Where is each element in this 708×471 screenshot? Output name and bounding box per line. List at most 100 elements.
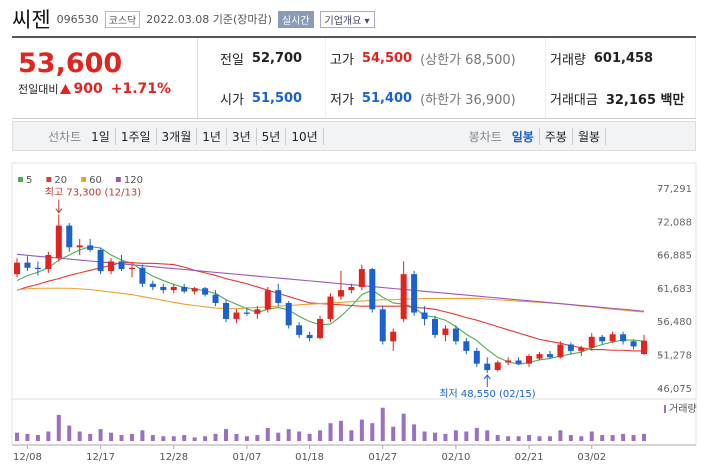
candle-body xyxy=(494,362,501,371)
tab[interactable]: 3개월 xyxy=(157,127,198,145)
volume-bar xyxy=(234,433,239,441)
company-button[interactable]: 기업개요 ▾ xyxy=(319,10,375,28)
candle-body xyxy=(264,290,271,310)
min-annotation: 최저 48,550 (02/15) xyxy=(439,388,535,400)
volume-bar xyxy=(443,433,448,441)
y-tick-label: 72,088 xyxy=(657,217,692,228)
candle-body xyxy=(55,225,62,259)
candle-body xyxy=(578,347,585,351)
tab[interactable]: 5년 xyxy=(257,127,287,145)
volume-bar xyxy=(433,432,437,441)
candle-body xyxy=(233,312,240,319)
volume-bar xyxy=(370,423,375,441)
tab[interactable]: 3년 xyxy=(227,127,257,145)
legend-label: 60 xyxy=(89,175,102,186)
y-tick-label: 66,885 xyxy=(657,251,692,262)
candle-body xyxy=(536,354,543,359)
candle-body xyxy=(45,254,52,270)
tab[interactable]: 1일 xyxy=(86,127,116,145)
candle-body xyxy=(160,286,167,291)
volume-bar xyxy=(182,435,187,441)
quote-value: 54,500 xyxy=(361,50,413,66)
candle-body xyxy=(97,249,104,271)
candle-body xyxy=(452,328,459,342)
candle-body xyxy=(24,262,31,268)
volume-bar xyxy=(56,414,61,441)
up-triangle xyxy=(60,84,72,94)
quote-cell: 거래대금 32,165 백만 xyxy=(546,78,696,118)
candle-body xyxy=(369,269,376,310)
quote-label: 고가 xyxy=(330,52,354,68)
volume-bar xyxy=(224,429,228,441)
candle-body xyxy=(306,334,313,339)
legend-swatch xyxy=(81,177,87,182)
quote-value: 601,458 xyxy=(593,50,654,66)
volume-bar xyxy=(516,436,521,441)
candle-body xyxy=(641,340,647,355)
candle-body xyxy=(149,283,156,287)
volume-bar xyxy=(401,413,406,441)
period-tabs: 선차트 1일 1주일 3개월 1년 3년 5년 10년 봉차트 일봉 주봉 월봉 xyxy=(12,121,696,151)
change-pct: +1.71% xyxy=(110,81,172,97)
candle-body xyxy=(181,286,188,292)
change-value: 900 xyxy=(73,81,103,97)
candle-body xyxy=(191,288,198,292)
quote-note: (하한가 36,900) xyxy=(420,92,516,108)
tab[interactable]: 1년 xyxy=(197,127,227,145)
volume-bar xyxy=(621,433,626,441)
candle-body xyxy=(400,274,407,319)
volume-bar xyxy=(600,435,605,441)
min-arrow xyxy=(483,374,491,387)
candle-body xyxy=(254,309,261,314)
change-label: 전일대비 xyxy=(18,83,59,96)
volume-bar xyxy=(547,436,552,441)
tab[interactable]: 주봉 xyxy=(540,127,573,145)
legend-swatch xyxy=(46,177,52,182)
tab[interactable]: 10년 xyxy=(286,127,324,145)
volume-bar xyxy=(77,431,82,441)
volume-bar xyxy=(495,435,500,441)
realtime-button[interactable]: 실시간 xyxy=(277,10,314,28)
x-tick-label: 03/02 xyxy=(577,452,606,463)
volume-bar xyxy=(474,427,479,441)
volume-bar xyxy=(558,430,563,441)
tab[interactable]: 1주일 xyxy=(116,127,157,145)
legend-swatch xyxy=(18,177,23,182)
candle-body xyxy=(337,290,344,297)
candle-body xyxy=(557,344,564,358)
volume-bar xyxy=(46,431,51,441)
volume-bar xyxy=(631,435,636,441)
volume-bar xyxy=(307,433,312,441)
volume-bar xyxy=(391,426,396,441)
volume-bar xyxy=(349,430,354,441)
x-tick-label: 02/21 xyxy=(515,452,544,463)
y-tick-label: 61,683 xyxy=(657,284,692,295)
candle-body xyxy=(243,312,250,314)
volume-bar xyxy=(297,431,302,441)
volume-bar xyxy=(318,430,323,441)
tab-group-label: 봉차트 xyxy=(468,129,502,144)
header: 씨젠 096530 코스닥 2022.03.08 기준(장마감) 실시간 기업개… xyxy=(12,4,375,34)
candle-body xyxy=(285,302,292,326)
quote-label: 거래대금 xyxy=(550,92,598,108)
volume-bar xyxy=(286,429,291,441)
volume-legend: 거래량 xyxy=(669,403,697,415)
candle-body xyxy=(34,267,41,270)
candle-body xyxy=(202,288,209,295)
candle-body xyxy=(379,309,386,342)
candle-body xyxy=(275,290,282,303)
candle-body xyxy=(421,312,428,319)
candle-body xyxy=(223,302,229,319)
y-tick-label: 77,291 xyxy=(657,184,692,195)
candle-body xyxy=(128,267,135,270)
company-label: 기업개요 xyxy=(324,15,362,27)
x-tick-label: 02/10 xyxy=(441,452,470,463)
candle-body xyxy=(609,334,616,342)
tab-group-label: 선차트 xyxy=(48,129,82,144)
quote-box: 53,600 전일대비 900 +1.71% 전일 52,700 고가 54,500 (… xyxy=(12,36,696,119)
volume-bar xyxy=(15,432,19,441)
quote-label: 저가 xyxy=(330,92,354,108)
tab[interactable]: 월봉 xyxy=(573,127,607,145)
volume-bar xyxy=(213,433,218,441)
tab[interactable]: 일봉 xyxy=(507,127,540,145)
